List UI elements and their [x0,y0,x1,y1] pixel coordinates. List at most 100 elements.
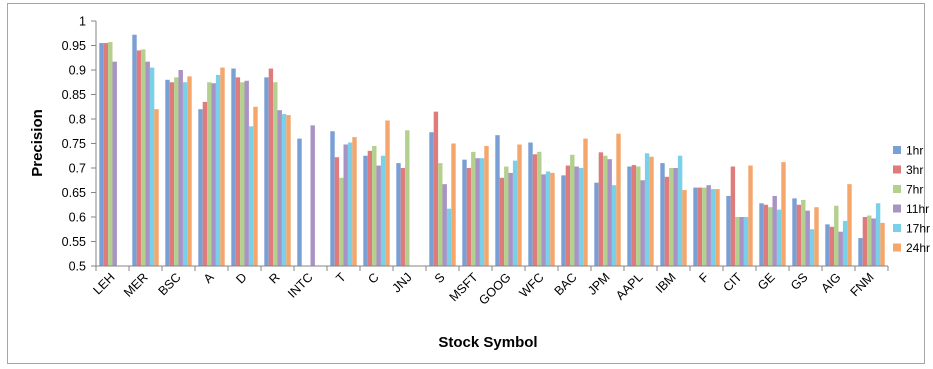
bar [187,76,192,267]
bar [202,101,208,266]
bar [451,143,456,266]
x-tick-label: MER [121,270,151,300]
bar [310,125,315,267]
bar [743,217,749,266]
bar [781,162,786,266]
bar [838,231,843,266]
y-axis-title: Precision [29,109,46,177]
bar [433,111,439,267]
legend-label: 11hr [906,202,929,216]
bar [541,174,546,266]
bar [495,135,500,266]
bar [574,166,579,266]
bar [805,210,810,266]
bar [475,158,480,266]
bar [108,42,113,266]
bar [429,132,434,266]
legend-swatch [893,243,901,252]
bar [796,204,802,266]
legend-label: 24hr [906,241,930,255]
legend-swatch [893,224,901,232]
bar [178,70,183,266]
bar [875,203,881,266]
x-tick-label: IBM [653,270,679,296]
bar [268,68,274,266]
bar [776,209,782,266]
x-tick-label: F [696,270,712,286]
bar [871,218,876,266]
bar [442,184,447,266]
bar [537,151,542,266]
bar [677,155,683,266]
y-tick-label: 0.5 [69,260,86,274]
bar [165,79,170,266]
bar [862,217,868,266]
bar [211,83,216,266]
x-tick-label: GOOG [476,270,513,307]
bar [829,226,835,266]
bar [132,34,137,266]
legend-label: 17hr [906,222,930,236]
bar [339,177,344,266]
bar [281,114,287,266]
bar [607,159,612,266]
bar [248,126,254,266]
x-tick-label: GE [755,270,778,293]
bar [479,158,485,266]
legend-swatch [893,204,901,213]
x-tick-label: BSC [156,270,184,298]
bar [136,50,142,267]
bar [710,189,716,266]
bar [169,82,175,266]
bar [669,168,674,266]
bar [334,157,340,266]
x-tick-label: FNM [848,270,877,299]
y-tick-label: 1 [79,15,86,29]
legend-swatch [893,146,901,154]
bar [715,189,720,266]
bar [801,199,806,266]
bar [847,184,852,266]
bar [484,145,489,266]
legend-swatch [893,165,901,174]
bar [611,185,617,266]
bar [649,156,654,266]
y-tick-label: 0.8 [69,113,86,127]
bar [880,222,885,266]
bar [627,166,632,266]
bar [273,82,278,266]
x-tick-label: R [266,270,282,286]
bar [616,133,621,266]
bar [240,82,245,266]
bar [438,163,443,266]
bar [154,109,159,266]
bar [814,207,819,266]
x-tick-label: CIT [720,270,744,294]
bar [231,68,236,266]
legend-label: 1hr [906,144,923,158]
legend-label: 7hr [906,183,923,197]
bar [367,150,373,266]
bar [697,187,703,266]
bar [561,175,566,266]
bar [462,159,467,266]
bar [594,182,599,266]
bar [640,180,645,266]
y-tick-label: 0.7 [69,162,86,176]
bar [253,106,258,266]
x-tick-label: WFC [517,270,547,300]
bar [297,138,302,266]
bar [149,67,155,266]
legend-label: 3hr [906,163,923,177]
bar [763,204,769,266]
bar [471,151,476,266]
y-tick-label: 0.75 [62,137,86,151]
y-tick-label: 0.85 [62,88,86,102]
bar [207,82,212,266]
bar [550,172,555,266]
bar [264,77,269,266]
bar [376,165,381,266]
bar [372,145,377,266]
bar [735,217,740,266]
